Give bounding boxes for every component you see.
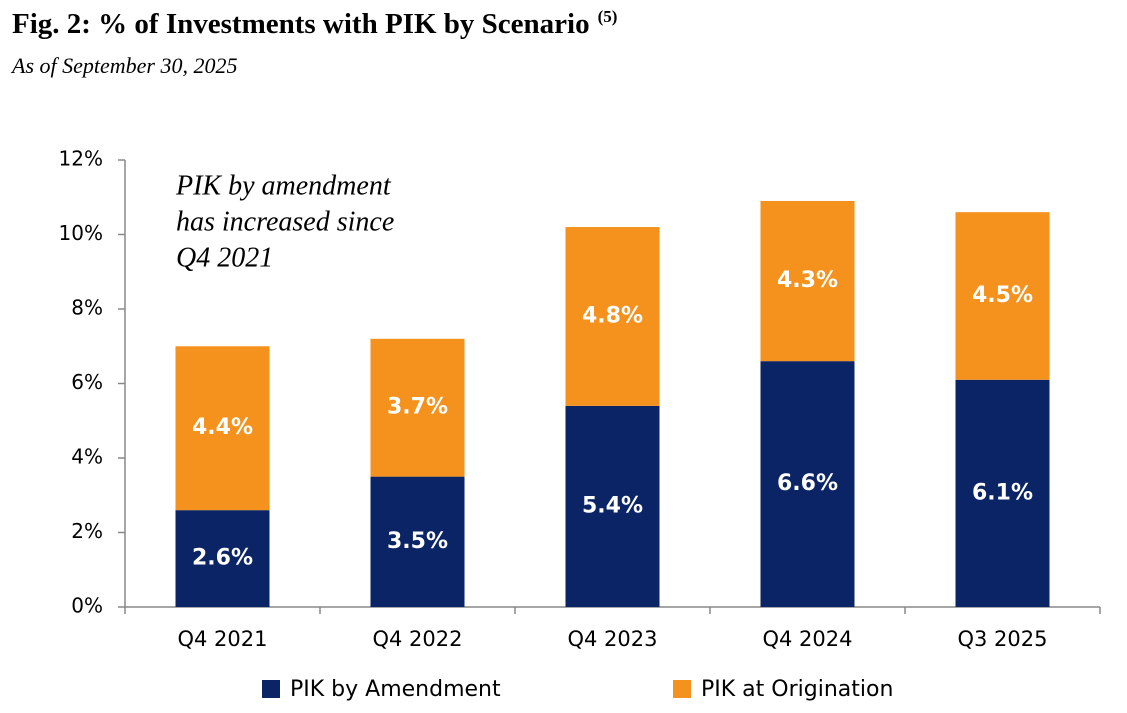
x-tick-label: Q4 2021 — [177, 627, 267, 651]
data-label: 4.4% — [192, 415, 253, 440]
bar-segment — [955, 212, 1050, 380]
legend-swatch — [262, 680, 280, 698]
bar-segment — [175, 346, 270, 511]
data-label: 2.6% — [192, 546, 253, 571]
x-tick-label: Q4 2023 — [567, 627, 657, 651]
bar-segment — [370, 338, 465, 477]
y-tick-label: 6% — [71, 370, 103, 394]
bar-segment — [370, 476, 465, 607]
data-label: 3.5% — [387, 529, 448, 554]
chart-subtitle: As of September 30, 2025 — [10, 53, 237, 78]
y-tick-label: 10% — [59, 221, 103, 245]
legend-label: PIK at Origination — [701, 677, 893, 702]
x-tick-label: Q3 2025 — [957, 627, 1047, 651]
bar-segment — [565, 227, 660, 406]
title-text: Fig. 2: % of Investments with PIK by Sce… — [12, 8, 590, 40]
legend-label: PIK by Amendment — [290, 677, 501, 702]
y-tick-label: 12% — [59, 147, 103, 171]
data-label: 4.5% — [972, 283, 1033, 308]
legend-swatch — [673, 680, 691, 698]
y-tick-label: 2% — [71, 519, 103, 543]
data-label: 6.1% — [972, 480, 1033, 505]
y-tick-label: 4% — [71, 445, 103, 469]
bar-segment — [760, 200, 855, 362]
y-tick-label: 0% — [71, 594, 103, 618]
data-label: 3.7% — [387, 395, 448, 420]
x-tick-label: Q4 2024 — [762, 627, 852, 651]
data-label: 4.8% — [582, 303, 643, 328]
y-tick-label: 8% — [71, 296, 103, 320]
annotation: PIK by amendment — [175, 170, 392, 201]
annotation: Q4 2021 — [176, 242, 273, 273]
annotation: has increased since — [176, 206, 394, 237]
x-tick-label: Q4 2022 — [372, 627, 462, 651]
title-note: (5) — [598, 7, 618, 26]
data-label: 4.3% — [777, 268, 838, 293]
bar-segment — [955, 379, 1050, 607]
chart-title: Fig. 2: % of Investments with PIK by Sce… — [12, 7, 617, 40]
bar-segment — [175, 510, 270, 607]
data-label: 5.4% — [582, 493, 643, 518]
data-label: 6.6% — [777, 471, 838, 496]
bar-segment — [565, 405, 660, 607]
bar-segment — [760, 361, 855, 607]
